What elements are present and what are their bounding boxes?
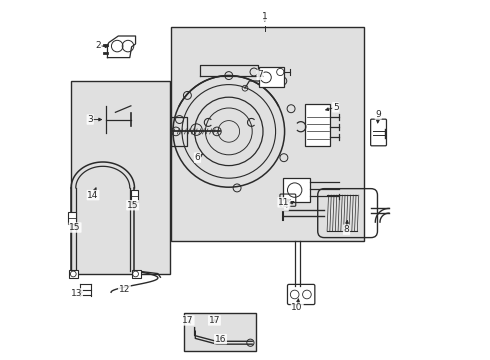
Text: 4: 4 — [283, 202, 288, 210]
Text: 17: 17 — [182, 316, 194, 325]
Text: 5: 5 — [333, 103, 339, 112]
Text: 8: 8 — [343, 225, 349, 234]
Bar — [184, 313, 256, 351]
Bar — [171, 27, 364, 241]
Bar — [68, 212, 76, 224]
Bar — [259, 67, 284, 87]
Bar — [130, 190, 139, 202]
Text: 1: 1 — [262, 12, 268, 21]
Text: 13: 13 — [71, 289, 82, 298]
Text: 15: 15 — [69, 223, 81, 232]
Text: 12: 12 — [119, 285, 130, 294]
Text: 17: 17 — [209, 316, 220, 325]
Bar — [69, 270, 78, 278]
Bar — [305, 104, 330, 146]
Text: 10: 10 — [292, 303, 303, 312]
Bar — [72, 81, 171, 274]
Text: 16: 16 — [215, 335, 226, 343]
Bar — [283, 178, 310, 202]
Text: 6: 6 — [195, 153, 200, 162]
Bar — [132, 270, 141, 278]
Text: 11: 11 — [278, 198, 290, 207]
Text: 14: 14 — [87, 191, 99, 199]
Text: 2: 2 — [96, 41, 101, 50]
Text: 3: 3 — [87, 115, 93, 124]
Text: 7: 7 — [257, 71, 263, 80]
Text: 9: 9 — [375, 110, 381, 119]
Text: 15: 15 — [127, 201, 139, 210]
